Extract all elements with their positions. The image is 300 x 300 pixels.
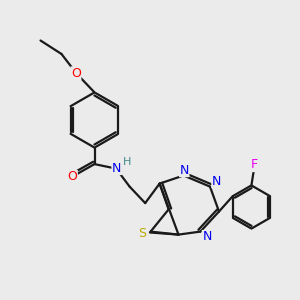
Text: O: O (71, 67, 81, 80)
Text: N: N (179, 164, 189, 177)
Text: O: O (68, 170, 77, 184)
Text: S: S (138, 226, 146, 240)
Text: N: N (112, 161, 122, 175)
Text: H: H (123, 157, 132, 167)
Text: F: F (251, 158, 258, 172)
Text: N: N (202, 230, 212, 244)
Text: N: N (212, 175, 221, 188)
